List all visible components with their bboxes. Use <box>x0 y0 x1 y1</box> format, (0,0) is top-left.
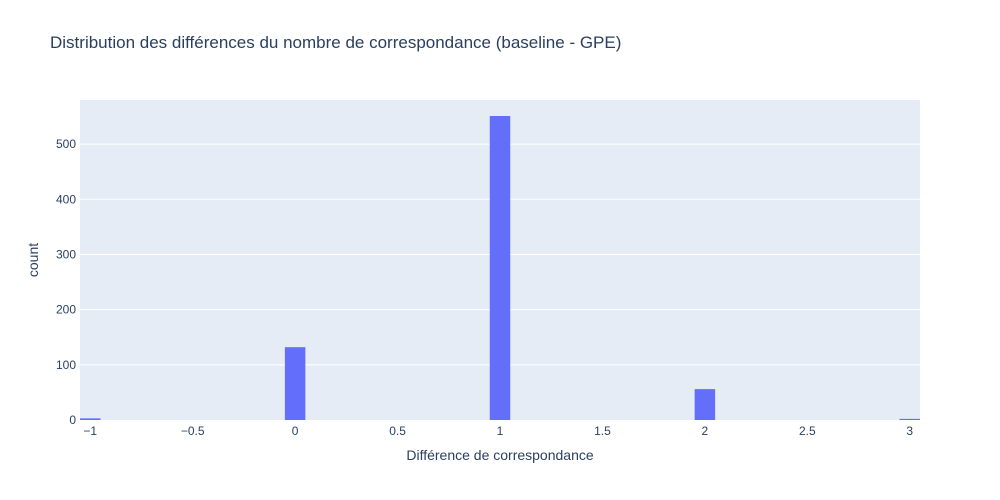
histogram-bar <box>284 347 306 420</box>
x-axis-title: Différence de correspondance <box>406 447 594 463</box>
x-tick-label: 1.5 <box>594 424 611 438</box>
y-tick-label: 400 <box>56 192 76 206</box>
y-tick-label: 0 <box>69 413 76 427</box>
x-tick-label: −1 <box>83 424 97 438</box>
x-axis-ticks: −1 −0.5 0 0.5 1 1.5 2 2.5 3 <box>83 424 913 438</box>
histogram-bar <box>694 389 716 420</box>
x-tick-label: 1 <box>497 424 504 438</box>
histogram-bar <box>489 116 511 420</box>
y-tick-label: 500 <box>56 137 76 151</box>
y-tick-label: 100 <box>56 358 76 372</box>
x-tick-label: 0.5 <box>389 424 406 438</box>
y-tick-label: 300 <box>56 247 76 261</box>
histogram-bar <box>899 418 920 420</box>
x-tick-label: 2.5 <box>799 424 816 438</box>
x-tick-label: 2 <box>702 424 709 438</box>
x-tick-label: −0.5 <box>181 424 205 438</box>
y-axis-ticks: 0 100 200 300 400 500 <box>56 137 76 427</box>
y-axis-title: count <box>25 243 41 277</box>
chart-title: Distribution des différences du nombre d… <box>50 33 622 52</box>
x-tick-label: 0 <box>292 424 299 438</box>
y-tick-label: 200 <box>56 303 76 317</box>
bars <box>80 116 920 420</box>
histogram-bar <box>80 418 101 420</box>
x-tick-label: 3 <box>906 424 913 438</box>
